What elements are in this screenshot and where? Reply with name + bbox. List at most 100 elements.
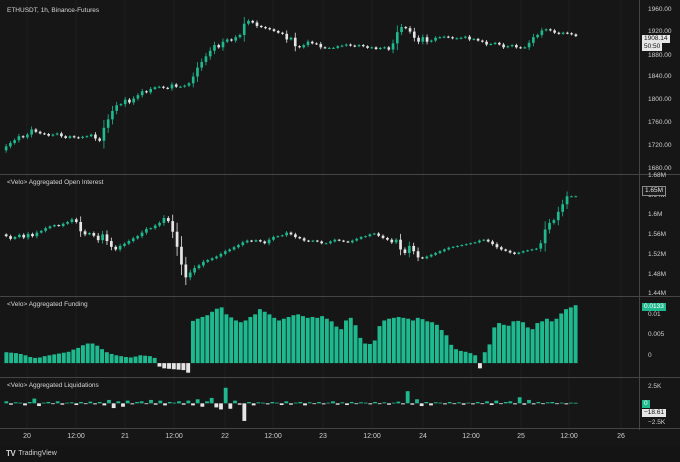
funding-bar [411,320,415,364]
liquidations-bar [401,403,405,405]
funding-bar [52,354,57,364]
liquidations-bar [69,402,74,404]
price-y-tick: 1800.00 [648,96,672,103]
funding-bar [363,343,368,364]
open-interest-candle [254,240,258,242]
funding-bar [382,320,387,364]
open-interest-candle [145,229,148,233]
liquidations-bar [153,403,158,405]
funding-bar [420,319,425,364]
oi-y-tick: 1.48M [648,271,667,278]
open-interest-candle [17,234,21,238]
open-interest-candle [4,234,8,237]
x-tick: 23 [319,433,327,440]
open-interest-candle [425,256,429,259]
funding-bar [430,322,435,364]
liquidations-bar [4,401,9,404]
funding-bar [372,340,377,364]
last-price-label: 1908.14 [642,35,670,43]
funding-bar [387,318,392,364]
open-interest-candle [272,237,275,240]
price-candle [549,29,552,31]
liquidations-bar [354,403,359,405]
funding-bar [401,317,406,364]
price-candle [89,134,93,137]
liquidations-bar [172,402,177,404]
price-candle [21,136,25,138]
liquidations-bar [387,403,391,405]
liquidations-bar [419,403,424,407]
open-interest-candle [473,242,477,244]
price-candle [68,136,72,138]
price-candle [145,91,148,93]
price-candle [510,45,514,47]
price-candle [128,99,131,103]
liquidations-bar [228,403,233,409]
liquidations-bar [200,403,205,407]
funding-bar [535,323,540,364]
liquidations-bar [265,403,270,405]
price-candle [421,37,425,42]
funding-bar [253,314,258,364]
liquidations-bar [438,402,443,404]
price-candle [425,37,429,42]
price-candle [412,31,416,38]
liquidations-bar [569,402,573,404]
liquidations-bar [60,403,65,405]
funding-bar [57,353,61,364]
open-interest-candle [311,240,315,242]
funding-bar [128,357,133,364]
open-interest-candle [131,238,135,242]
price-candle [166,87,170,89]
funding-y-tick: 0 [648,352,652,359]
funding-bar [334,326,339,364]
tradingview-logo[interactable]: TV TradingView [6,449,57,458]
funding-bar [71,349,76,364]
funding-bar [458,350,463,364]
funding-bar [157,363,162,367]
price-candle [532,37,535,43]
open-interest-candle [350,240,354,243]
open-interest-candle [491,241,494,245]
price-candle [506,46,510,48]
liquidations-bar [209,397,214,404]
funding-bar [568,307,573,364]
liquidations-bar [270,401,275,404]
open-interest-candle [197,265,201,269]
price-candle [383,47,386,49]
liquidations-bar [102,403,107,406]
price-candle [357,45,361,47]
liquidations-bar [317,401,321,404]
funding-bar [367,343,372,364]
price-pane-title: ETHUSDT, 1h, Binance-Futures [7,7,100,14]
open-interest-candle [530,249,534,251]
open-interest-candle [324,243,328,245]
price-candle [310,41,314,44]
funding-bar [243,320,248,364]
price-candle [289,37,293,40]
tradingview-logo-text: TradingView [18,450,57,457]
price-candle [204,56,208,62]
funding-bar [501,324,506,364]
open-interest-candle [175,231,179,247]
open-interest-candle [162,217,166,223]
liquidations-bar [471,403,475,405]
x-tick: 21 [121,433,129,440]
price-candle [485,41,488,45]
open-interest-candle [140,232,144,237]
liquidations-bar [513,403,517,405]
price-candle [242,23,246,35]
funding-bar [152,357,157,364]
price-candle [51,134,55,136]
price-candle [570,33,573,35]
price-candle [336,46,340,48]
open-interest-candle [416,251,420,258]
funding-bar [415,317,420,364]
funding-bar [119,356,124,364]
open-interest-candle [407,245,411,254]
open-interest-candle [390,239,394,243]
price-candle [472,38,476,40]
funding-bar [13,353,18,364]
liq-last-value-bottom: −18.61 [642,409,667,417]
